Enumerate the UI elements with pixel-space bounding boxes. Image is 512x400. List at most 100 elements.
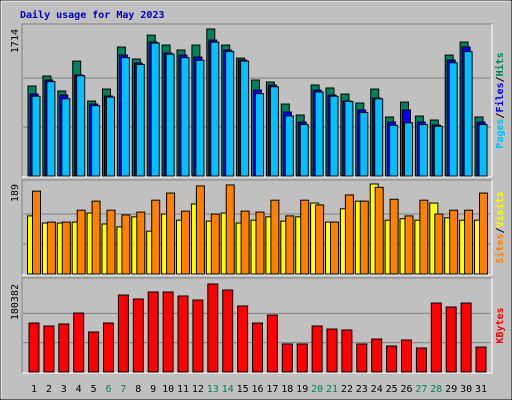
bar (240, 210, 250, 275)
bar (404, 215, 414, 275)
x-tick-label: 2 (46, 384, 52, 395)
bar (165, 53, 175, 177)
bar (371, 338, 383, 373)
bar (344, 194, 354, 275)
x-tick-label: 16 (251, 384, 263, 395)
bar (430, 302, 442, 373)
legend-entry: Sites (494, 234, 506, 264)
bar (106, 96, 115, 177)
bar (389, 124, 399, 177)
bar (356, 343, 368, 373)
x-tick-label: 20 (311, 384, 323, 395)
bar (266, 314, 278, 373)
bar (46, 81, 56, 177)
bar (255, 211, 265, 275)
bar (195, 59, 205, 177)
bar (464, 209, 474, 275)
bar (150, 42, 160, 177)
bar (311, 325, 323, 373)
bar (91, 200, 101, 275)
bar (132, 298, 144, 373)
x-tick-label: 6 (105, 384, 111, 395)
x-tick-label: 27 (415, 384, 427, 395)
x-tick-label: 17 (266, 384, 278, 395)
bar (296, 343, 308, 373)
bar (225, 51, 235, 177)
x-tick-label: 23 (356, 384, 368, 395)
x-tick-label: 29 (445, 384, 457, 395)
bar (180, 57, 190, 177)
bar (76, 209, 86, 275)
x-tick-label: 4 (76, 384, 82, 395)
bar (166, 192, 176, 275)
x-tick-label: 19 (296, 384, 308, 395)
bar (207, 283, 219, 373)
x-tick-label: 9 (150, 384, 156, 395)
bar (28, 322, 40, 373)
x-tick-label: 21 (326, 384, 338, 395)
bar (463, 51, 473, 177)
bar (418, 124, 428, 177)
bar (448, 62, 458, 177)
bar (43, 325, 55, 373)
x-tick-label: 8 (135, 384, 141, 395)
y-tick-label: 180382 (10, 284, 21, 320)
bar (252, 322, 263, 373)
bar (177, 295, 189, 373)
legend-entry: Visits (494, 191, 506, 227)
bar (181, 210, 190, 275)
x-tick-label: 26 (400, 384, 412, 395)
bar (76, 75, 86, 177)
bar (419, 199, 429, 275)
bar (103, 322, 114, 373)
bar (31, 95, 41, 177)
x-tick-label: 10 (162, 384, 174, 395)
bar (58, 323, 70, 373)
bar (284, 115, 294, 177)
bar (73, 312, 85, 373)
x-tick-label: 28 (430, 384, 442, 395)
bar (117, 294, 129, 373)
x-tick-label: 7 (120, 384, 126, 395)
chart-title: Daily usage for May 2023 (20, 9, 165, 21)
bar (401, 339, 412, 373)
bar (359, 112, 369, 177)
x-tick-label: 24 (371, 384, 383, 395)
bar (121, 214, 131, 275)
x-tick-label: 14 (222, 384, 234, 395)
x-tick-label: 30 (460, 384, 472, 395)
x-tick-label: 25 (386, 384, 398, 395)
bar (151, 199, 161, 275)
bar (162, 291, 174, 373)
bar (222, 289, 234, 373)
bar (433, 125, 443, 177)
legend-entry: KBytes (495, 307, 506, 343)
bar (210, 213, 220, 275)
bar (32, 190, 41, 275)
bar (460, 302, 472, 373)
bar (61, 221, 71, 275)
bar (270, 199, 280, 275)
legend-separator: / (495, 76, 506, 82)
bar (389, 198, 399, 275)
x-tick-label: 5 (91, 384, 97, 395)
x-tick-label: 31 (475, 384, 487, 395)
bar (120, 57, 130, 177)
bar (314, 91, 324, 177)
legend-separator: / (495, 227, 506, 233)
bar (329, 95, 339, 177)
bar (255, 93, 264, 177)
x-tick-label: 22 (341, 384, 353, 395)
bar (210, 41, 220, 177)
bar (136, 211, 146, 275)
legend-separator: / (495, 113, 506, 119)
bar (285, 215, 295, 275)
legend: Sites/Visits (494, 191, 506, 263)
bar (192, 299, 204, 373)
bar (359, 200, 369, 275)
bar (147, 291, 159, 373)
legend-entry: Pages (495, 119, 506, 149)
legend: KBytes (495, 307, 506, 343)
bar (315, 204, 325, 275)
